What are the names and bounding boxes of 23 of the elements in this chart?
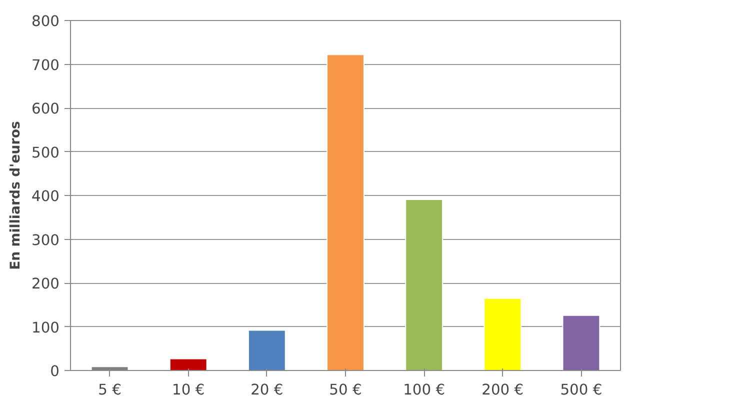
x-tick-label: 500 € — [560, 382, 602, 398]
bar — [326, 54, 364, 370]
y-tick-label: 700 — [32, 56, 60, 74]
x-tick-label: 100 € — [403, 382, 446, 398]
y-axis-title: En milliards d'euros — [8, 120, 24, 270]
y-tick-label: 600 — [32, 100, 60, 118]
bar — [169, 358, 208, 370]
x-tick-label: 10 € — [172, 382, 205, 398]
x-tick-label: 200 € — [482, 382, 524, 398]
x-tick-label: 20 € — [250, 382, 284, 398]
y-tick-label: 200 — [32, 276, 60, 292]
x-tick-label: 50 € — [329, 382, 362, 398]
bar — [405, 198, 444, 370]
y-tick-label: 500 — [32, 144, 60, 162]
y-tick-label: 100 — [32, 319, 60, 336]
y-tick-label: 400 — [32, 188, 60, 205]
bar — [484, 298, 522, 370]
y-tick-label: 800 — [32, 13, 60, 30]
y-tick-label: 0 — [50, 363, 60, 380]
bar — [562, 314, 600, 370]
bar — [248, 330, 286, 370]
x-tick-label: 5 € — [98, 382, 122, 398]
y-tick-label: 300 — [32, 232, 60, 249]
